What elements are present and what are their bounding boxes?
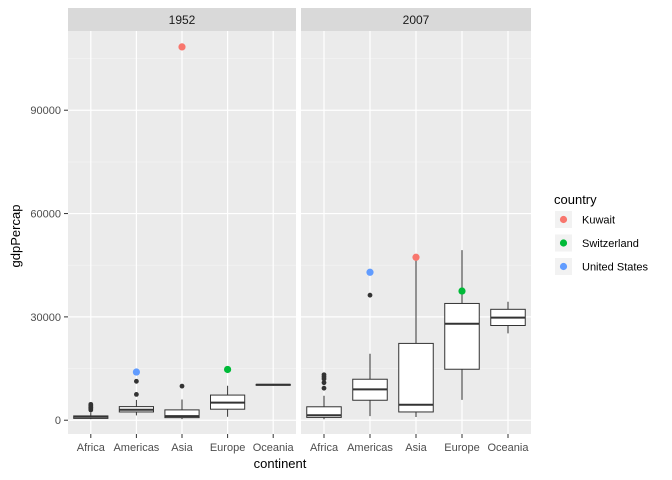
strip-background — [301, 8, 531, 31]
x-tick-label: Oceania — [488, 442, 530, 454]
box-americas — [118, 378, 155, 416]
x-tick-label: Europe — [210, 442, 245, 454]
box-oceania — [490, 301, 526, 334]
point-united-states — [132, 368, 140, 376]
axes: continent gdpPercap 0 30000 60000 90000 — [8, 105, 307, 471]
y-tick-label: 60000 — [30, 209, 61, 221]
box-iqr — [306, 406, 342, 418]
outlier-point — [367, 292, 373, 298]
point-switzerland — [224, 365, 232, 374]
outlier-point — [321, 385, 327, 391]
box-oceania — [255, 383, 291, 386]
x-tick-label: Asia — [171, 442, 193, 454]
x-tick-label: Asia — [405, 442, 427, 454]
legend-key-point — [559, 215, 568, 224]
legend-key-point — [559, 262, 568, 271]
box-asia — [398, 258, 434, 417]
y-tick-label: 90000 — [30, 105, 61, 117]
point-kuwait — [412, 253, 420, 261]
panel-2007: 2007 Africa Americas Asia Europe Oceania — [301, 8, 531, 454]
box-africa — [73, 401, 109, 420]
y-axis-title: gdpPercap — [8, 205, 23, 268]
box-iqr — [164, 409, 200, 419]
box-americas — [352, 292, 388, 417]
x-tick-label: Africa — [310, 442, 339, 454]
x-tick-label: Africa — [77, 442, 106, 454]
point-switzerland — [458, 287, 466, 295]
legend-label: United States — [582, 262, 649, 274]
box-europe — [210, 385, 246, 417]
box-asia — [164, 383, 200, 420]
box-iqr — [398, 342, 434, 413]
point-kuwait — [178, 43, 186, 51]
legend-label: Kuwait — [582, 215, 615, 227]
y-tick-label: 30000 — [30, 312, 61, 324]
x-tick-label: Americas — [347, 442, 393, 454]
strip-label: 1952 — [169, 13, 196, 27]
legend-key-point — [559, 239, 568, 247]
box-europe — [444, 250, 480, 400]
strip-background — [68, 8, 296, 31]
outlier-point — [134, 378, 139, 384]
legend-entry-united-states: United States — [555, 258, 649, 275]
box-africa — [306, 372, 342, 420]
legend-label: Switzerland — [582, 238, 639, 250]
y-tick-label: 0 — [55, 415, 61, 427]
outlier-point — [134, 391, 139, 397]
x-axis-title: continent — [254, 456, 307, 471]
outlier-point — [321, 372, 327, 378]
point-united-states — [366, 268, 374, 276]
outlier-point — [179, 383, 185, 389]
outlier-point — [321, 380, 327, 386]
strip-label: 2007 — [403, 13, 430, 27]
panel-1952: 1952 Africa Americas Asia Europe Oceania — [68, 8, 296, 454]
x-tick-label: Europe — [444, 442, 479, 454]
legend-entry-kuwait: Kuwait — [555, 211, 615, 228]
legend-title: country — [554, 192, 597, 207]
x-tick-label: Americas — [113, 442, 159, 454]
box-iqr — [444, 302, 480, 370]
x-tick-label: Oceania — [253, 442, 295, 454]
outlier-point — [88, 401, 94, 407]
legend: country Kuwait Switzerland United States — [554, 192, 649, 275]
legend-entry-switzerland: Switzerland — [555, 234, 639, 252]
panels: 1952 Africa Americas Asia Europe Oceania 2007 A… — [68, 8, 531, 454]
